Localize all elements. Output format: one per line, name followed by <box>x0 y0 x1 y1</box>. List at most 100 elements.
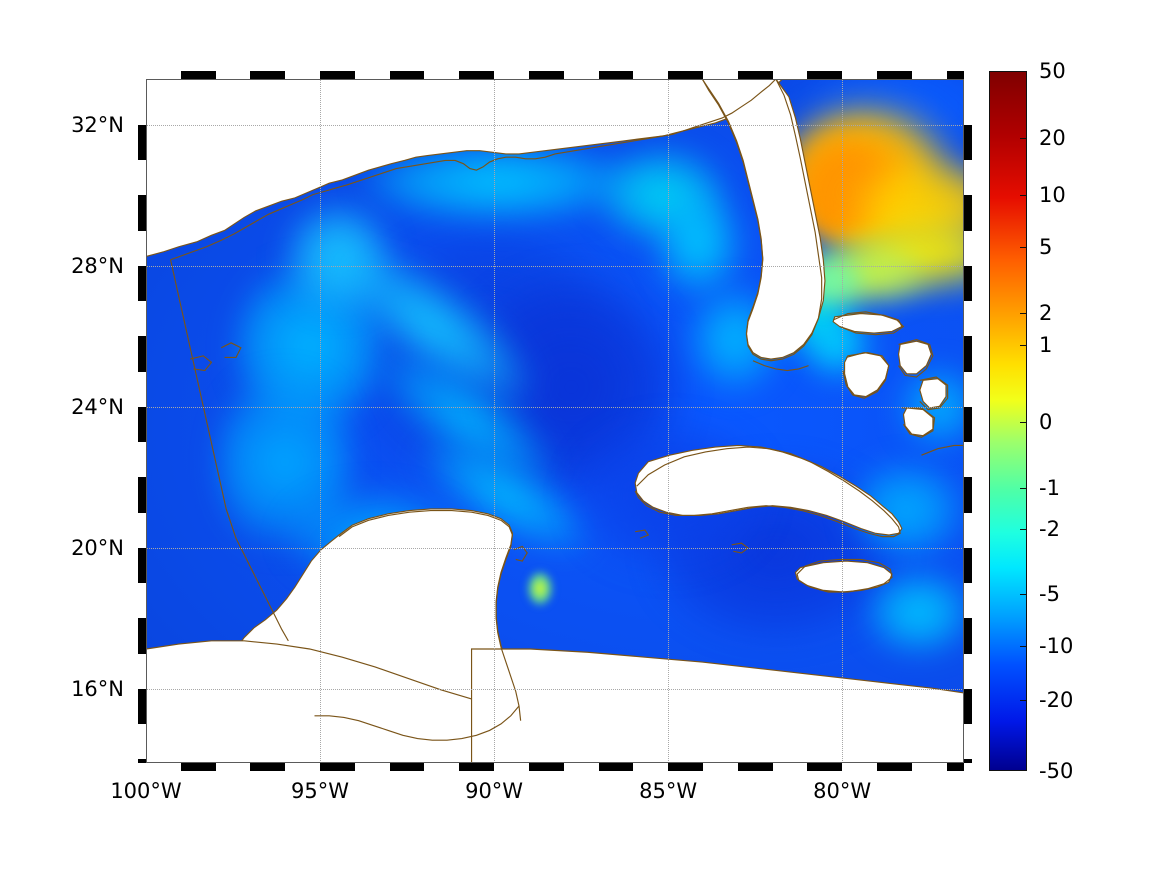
frame-segment <box>138 618 146 654</box>
coastline-florida-keys <box>753 361 809 371</box>
colorbar-tick-5 <box>1020 345 1027 347</box>
colorbar-tick-label-4: 2 <box>1039 301 1053 326</box>
frame-segment <box>138 759 146 763</box>
frame-segment <box>250 763 286 771</box>
colorbar-tick-9 <box>1020 594 1027 596</box>
frame-segment <box>964 618 972 654</box>
frame-segment <box>320 71 355 79</box>
ocean-field-anomalies <box>146 79 964 763</box>
frame-segment <box>138 124 146 161</box>
coastline-jamaica <box>797 559 892 592</box>
frame-segment <box>138 336 146 372</box>
coastline-bahamas <box>833 312 903 335</box>
gridline-lat-28n <box>146 265 964 267</box>
frame-segment <box>138 265 146 302</box>
frame-segment <box>964 406 972 443</box>
colorbar-tick-label-7: -1 <box>1039 476 1060 501</box>
frame-segment <box>737 763 773 771</box>
colorbar-tick-label-9: -5 <box>1039 582 1060 607</box>
coastline-lakes-texas <box>221 343 241 358</box>
frame-segment <box>459 763 495 771</box>
frame-segment <box>598 763 634 771</box>
frame-segment <box>964 265 972 302</box>
colorbar-tick-1 <box>1020 137 1027 139</box>
coastline-bahamas-4 <box>920 377 948 410</box>
colorbar-tick-label-2: 10 <box>1039 183 1066 208</box>
frame-segment <box>964 477 972 513</box>
coastline-bahamas-2 <box>843 353 889 399</box>
y-tick-label-0: 32°N <box>71 112 124 137</box>
x-tick-label-2: 90°W <box>465 779 524 803</box>
frame-segment <box>180 763 216 771</box>
colorbar-tick-label-3: 5 <box>1039 235 1053 260</box>
map-frame-bottom <box>138 763 972 771</box>
colorbar-tick-11 <box>1020 700 1027 702</box>
no-data-mask-southeast <box>472 649 964 763</box>
frame-segment <box>250 71 286 79</box>
colorbar[interactable] <box>989 71 1027 771</box>
land-bahamas-andros <box>845 353 889 397</box>
y-tick-label-3: 20°N <box>71 535 124 560</box>
colorbar-tick-label-11: -20 <box>1039 688 1074 713</box>
coastline-us-gulf <box>171 79 776 260</box>
land-bahamas-eleuthera <box>899 341 932 374</box>
frame-segment <box>389 71 425 79</box>
gulf-stream-warm-anomaly <box>146 79 964 763</box>
frame-segment <box>807 71 843 79</box>
frame-segment <box>876 71 912 79</box>
x-tick-label-3: 85°W <box>639 779 698 803</box>
gridline-lon-95w <box>320 79 322 763</box>
frame-segment <box>964 688 972 725</box>
frame-segment <box>320 763 355 771</box>
x-tick-label-1: 95°W <box>291 779 350 803</box>
frame-segment <box>598 71 634 79</box>
land-north-america <box>146 79 782 257</box>
coastline-hispaniola <box>921 445 964 455</box>
frame-segment <box>946 763 964 771</box>
land-cuba <box>635 445 902 535</box>
frame-segment <box>807 763 843 771</box>
frame-segment <box>528 763 564 771</box>
coastline-bahamas-5 <box>902 408 935 437</box>
colorbar-tick-4 <box>1020 313 1027 315</box>
coastline-mexico-east <box>171 260 289 641</box>
frame-segment <box>737 71 773 79</box>
gridline-lat-24n <box>146 406 964 408</box>
x-tick-label-4: 80°W <box>813 779 872 803</box>
frame-segment <box>138 195 146 231</box>
frame-segment <box>459 71 495 79</box>
map-plot-area <box>146 79 964 763</box>
colorbar-tick-label-10: -10 <box>1039 634 1074 659</box>
frame-segment <box>964 124 972 161</box>
colorbar-tick-3 <box>1020 247 1027 249</box>
frame-segment <box>668 763 703 771</box>
colorbar-tick-label-8: -2 <box>1039 517 1060 542</box>
colorbar-gradient <box>990 72 1026 770</box>
colorbar-tick-8 <box>1020 529 1027 531</box>
frame-segment <box>389 763 425 771</box>
coastline-belize-honduras <box>315 706 520 740</box>
frame-segment <box>668 71 703 79</box>
map-axes <box>138 71 972 771</box>
land-bahamas-cat <box>920 379 946 408</box>
frame-segment <box>964 336 972 372</box>
colorbar-tick-10 <box>1020 646 1027 648</box>
colorbar-tick-2 <box>1020 195 1027 197</box>
colorbar-tick-7 <box>1020 488 1027 490</box>
gridline-lat-16n <box>146 688 964 690</box>
coastline-isla-cozumel <box>514 546 527 561</box>
coastline-lakes-texas-2 <box>190 356 211 371</box>
colorbar-tick-labels: 50 20 10 5 2 1 0 -1 -2 -5 -10 -20 -50 <box>989 59 1139 783</box>
y-tick-label-1: 28°N <box>71 253 124 278</box>
coastline-yucatan <box>339 511 521 721</box>
colorbar-tick-label-5: 1 <box>1039 333 1053 358</box>
frame-segment <box>138 477 146 513</box>
coastline-bahamas-3 <box>899 340 933 377</box>
y-tick-label-4: 16°N <box>71 676 124 701</box>
frame-segment <box>964 547 972 584</box>
gridline-lon-85w <box>668 79 670 763</box>
colorbar-tick-label-6: 0 <box>1039 410 1053 435</box>
map-frame-right <box>964 71 972 771</box>
gridline-lon-90w <box>494 79 496 763</box>
